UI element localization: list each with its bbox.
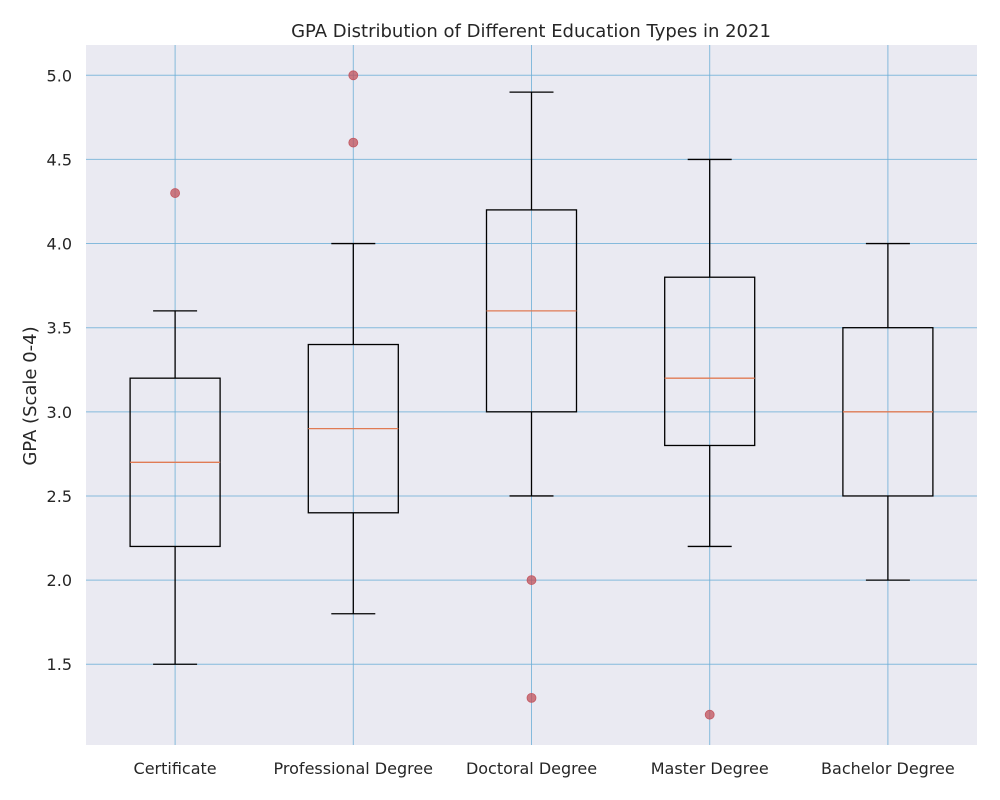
box-bachelor-degree — [842, 242, 934, 581]
outlier-point — [348, 137, 359, 148]
x-tick-label: Master Degree — [651, 759, 769, 778]
boxes — [129, 70, 934, 720]
y-tick-label: 2.0 — [47, 571, 72, 590]
y-tick-label: 4.0 — [47, 235, 72, 254]
y-tick-labels: 1.5 2.0 2.5 3.0 3.5 4.0 4.5 5.0 — [47, 66, 72, 674]
outlier-point — [704, 709, 715, 720]
y-tick-label: 3.0 — [47, 403, 72, 422]
iqr-box — [664, 276, 756, 447]
y-tick-label: 3.5 — [47, 319, 72, 338]
chart-title: GPA Distribution of Different Education … — [291, 21, 771, 42]
outlier-point — [526, 575, 537, 585]
outlier-point — [526, 692, 537, 703]
box-master-degree — [664, 158, 756, 720]
y-tick-label: 1.5 — [47, 655, 72, 674]
outlier-point — [348, 70, 359, 81]
y-tick-label: 5.0 — [47, 66, 72, 85]
box-certificate — [129, 188, 221, 665]
x-tick-label: Professional Degree — [274, 759, 433, 778]
x-tick-label: Doctoral Degree — [466, 759, 597, 778]
y-tick-label: 2.5 — [47, 487, 72, 506]
box-professional-degree — [307, 70, 399, 615]
y-tick-label: 4.5 — [47, 150, 72, 169]
outlier-point — [170, 188, 181, 198]
x-tick-label: Bachelor Degree — [821, 759, 955, 778]
y-axis-label: GPA (Scale 0-4) — [20, 326, 41, 465]
box-doctoral-degree — [485, 91, 578, 703]
x-tick-labels: Certificate Professional Degree Doctoral D… — [134, 759, 955, 778]
x-tick-label: Certificate — [134, 759, 217, 778]
